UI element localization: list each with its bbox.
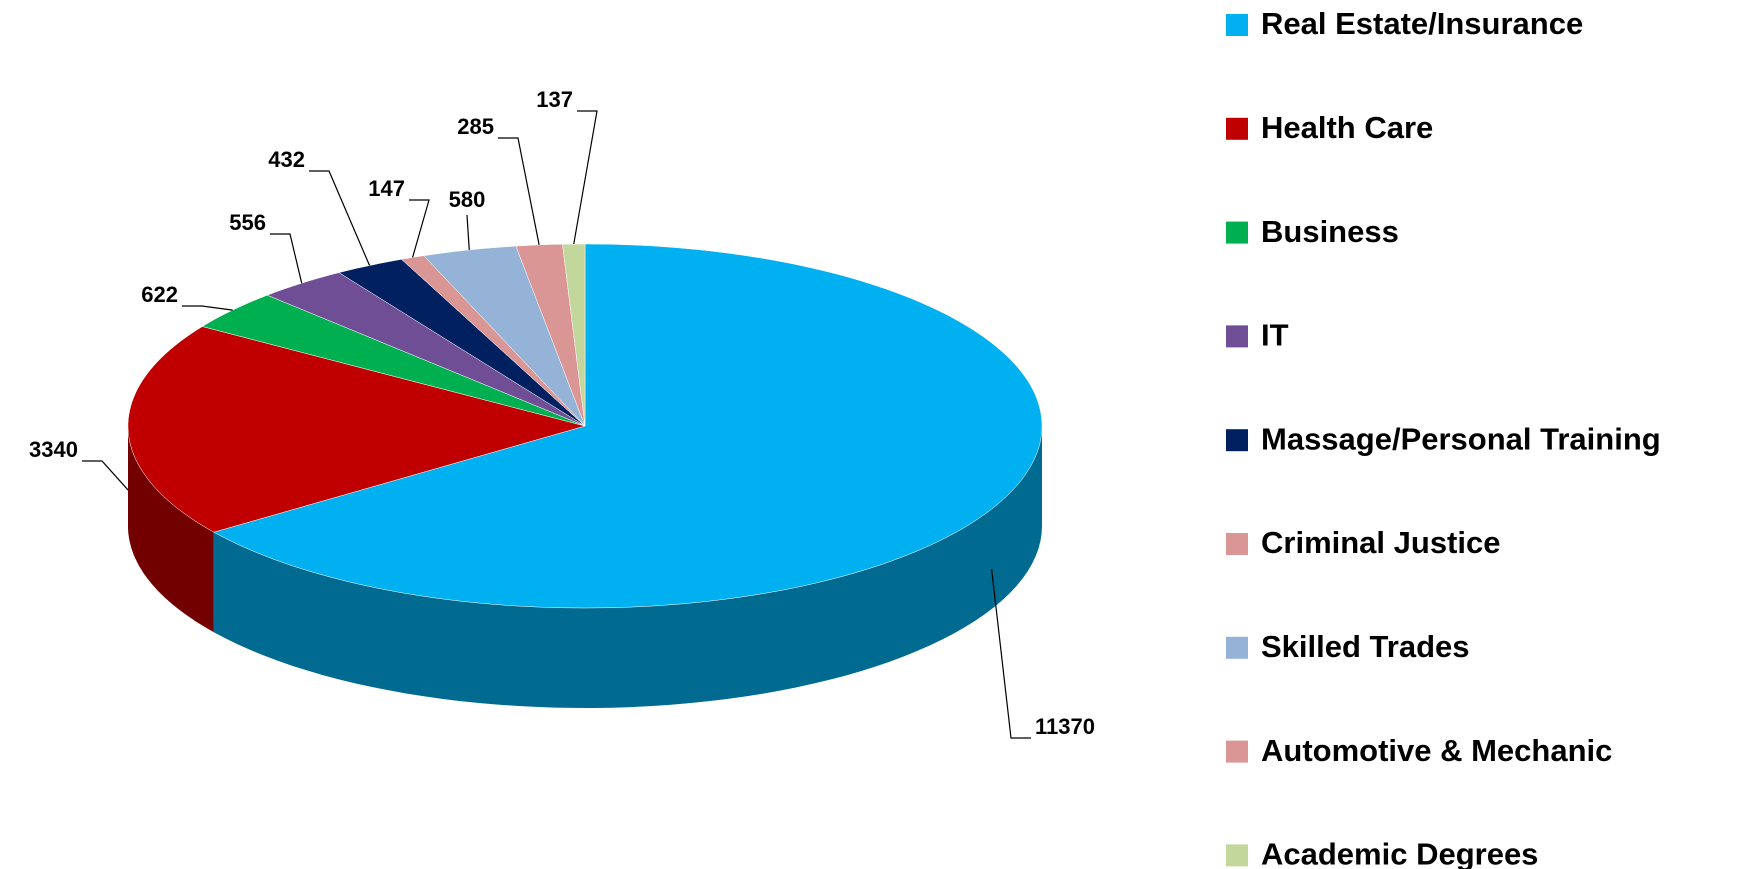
legend-label: Criminal Justice bbox=[1261, 525, 1500, 560]
legend-swatch bbox=[1226, 429, 1248, 452]
slice bbox=[201, 294, 586, 427]
legend-swatch bbox=[1226, 14, 1248, 36]
legend-label: Automotive & Mechanic bbox=[1261, 733, 1612, 768]
legend-swatch bbox=[1226, 221, 1248, 244]
data-label: 432 bbox=[268, 147, 305, 172]
legend-label: Health Care bbox=[1261, 110, 1433, 145]
data-label: 580 bbox=[449, 187, 486, 212]
leader-line bbox=[309, 170, 371, 266]
legend-swatch bbox=[1226, 117, 1248, 140]
legend-label: Academic Degrees bbox=[1261, 837, 1538, 869]
leader-line bbox=[498, 137, 540, 246]
leader-line bbox=[270, 233, 303, 284]
slice bbox=[562, 243, 586, 427]
legend-label: Real Estate/Insurance bbox=[1261, 6, 1583, 41]
slice bbox=[338, 259, 586, 427]
data-label: 622 bbox=[141, 282, 178, 307]
legend-swatch bbox=[1226, 533, 1248, 555]
slice bbox=[423, 245, 586, 427]
leader-line bbox=[182, 305, 233, 311]
slice-side bbox=[128, 426, 214, 633]
slice-side bbox=[213, 426, 1043, 708]
slice bbox=[213, 243, 1043, 609]
leader-line bbox=[991, 568, 1031, 739]
legend-label: IT bbox=[1261, 318, 1289, 353]
data-label: 11370 bbox=[1035, 714, 1095, 739]
data-label: 3340 bbox=[29, 437, 78, 462]
slice bbox=[127, 326, 586, 533]
legend-label: Business bbox=[1261, 214, 1399, 249]
leader-line bbox=[573, 110, 598, 245]
legend-swatch bbox=[1226, 636, 1248, 659]
legend-swatch bbox=[1226, 740, 1248, 763]
leader-line bbox=[466, 214, 470, 250]
legend-swatch bbox=[1226, 325, 1248, 348]
leader-line bbox=[409, 199, 430, 258]
data-label: 147 bbox=[368, 176, 405, 201]
slice bbox=[266, 272, 586, 427]
leader-line bbox=[82, 460, 129, 491]
data-label: 285 bbox=[457, 114, 494, 139]
legend-label: Massage/Personal Training bbox=[1261, 421, 1661, 456]
data-label: 137 bbox=[536, 87, 573, 112]
legend-label: Skilled Trades bbox=[1261, 629, 1470, 664]
legend-swatch bbox=[1226, 844, 1248, 867]
data-label: 556 bbox=[229, 210, 266, 235]
